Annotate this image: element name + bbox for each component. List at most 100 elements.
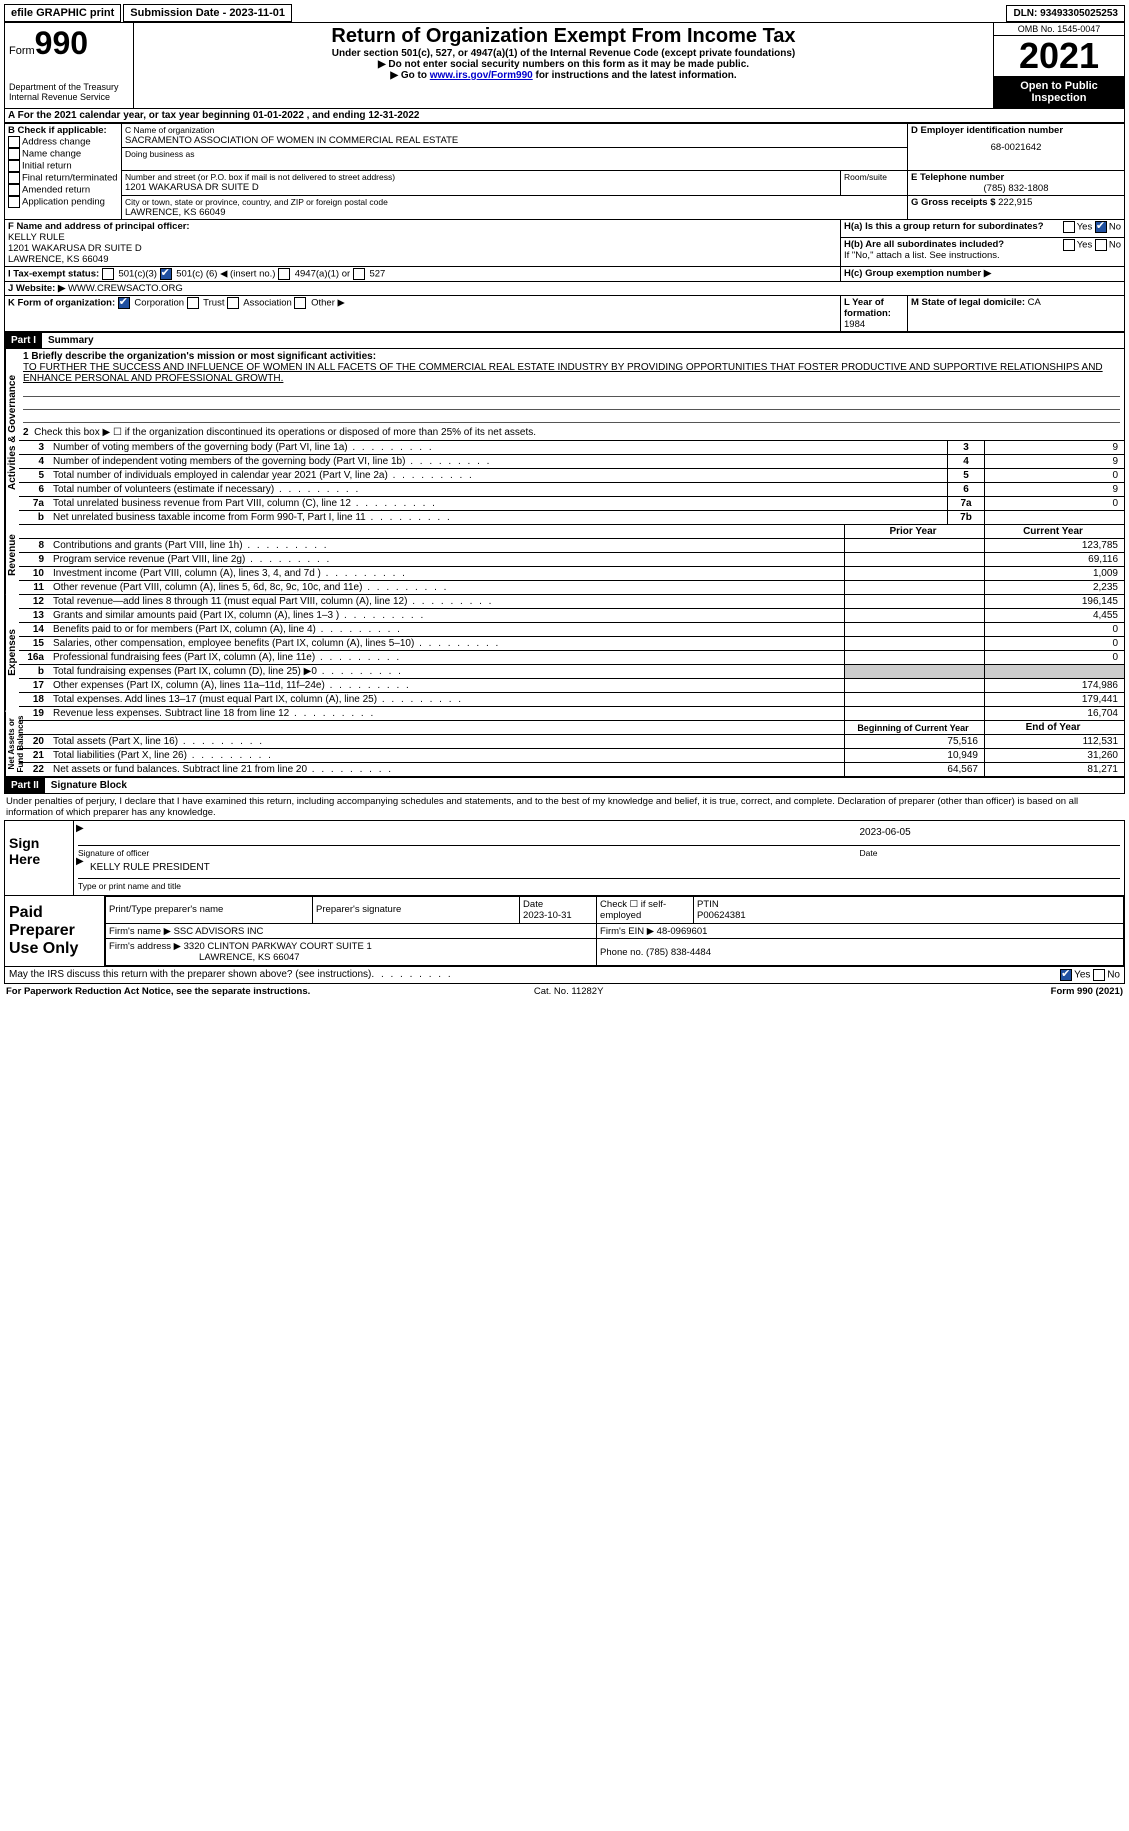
table-row: 8Contributions and grants (Part VIII, li… bbox=[19, 539, 1124, 553]
col-eoy: End of Year bbox=[985, 721, 1125, 735]
submission-box: Submission Date - 2023-11-01 bbox=[123, 4, 292, 22]
firm-addr2: LAWRENCE, KS 66047 bbox=[199, 952, 300, 963]
addr-label: Number and street (or P.O. box if mail i… bbox=[125, 172, 837, 182]
summary-top-table: 3Number of voting members of the governi… bbox=[19, 440, 1124, 524]
summary-rev-table: 8Contributions and grants (Part VIII, li… bbox=[19, 538, 1124, 608]
table-row: bNet unrelated business taxable income f… bbox=[19, 511, 1124, 525]
ck-527[interactable] bbox=[353, 268, 365, 280]
irs-label: Internal Revenue Service bbox=[9, 92, 129, 102]
table-row: 7aTotal unrelated business revenue from … bbox=[19, 497, 1124, 511]
year-formation: 1984 bbox=[844, 319, 865, 330]
org-name: SACRAMENTO ASSOCIATION OF WOMEN IN COMME… bbox=[125, 135, 904, 146]
discuss-row: May the IRS discuss this return with the… bbox=[4, 967, 1125, 984]
ck-address-change[interactable] bbox=[8, 136, 20, 148]
table-row: 3Number of voting members of the governi… bbox=[19, 441, 1124, 455]
table-row: 13Grants and similar amounts paid (Part … bbox=[19, 609, 1124, 623]
ha-label: H(a) Is this a group return for subordin… bbox=[844, 221, 1044, 232]
firm-name: SSC ADVISORS INC bbox=[174, 926, 264, 937]
hb-label: H(b) Are all subordinates included? bbox=[844, 239, 1004, 250]
box-l-label: L Year of formation: bbox=[844, 297, 891, 319]
city-label: City or town, state or province, country… bbox=[125, 197, 904, 207]
part2-badge: Part II bbox=[5, 778, 45, 793]
form-sub1: Under section 501(c), 527, or 4947(a)(1)… bbox=[138, 48, 989, 59]
state-domicile: CA bbox=[1028, 297, 1041, 308]
table-row: 22Net assets or fund balances. Subtract … bbox=[19, 763, 1124, 777]
hb-note: If "No," attach a list. See instructions… bbox=[844, 250, 1121, 261]
side-expenses: Expenses bbox=[5, 595, 19, 711]
line-a: A For the 2021 calendar year, or tax yea… bbox=[4, 109, 1125, 123]
q2-block: 2 Check this box ▶ ☐ if the organization… bbox=[19, 425, 1124, 440]
prep-name-hdr: Print/Type preparer's name bbox=[106, 897, 313, 924]
box-c-label: C Name of organization bbox=[125, 125, 904, 135]
page-footer: For Paperwork Reduction Act Notice, see … bbox=[4, 984, 1125, 999]
table-row: 14Benefits paid to or for members (Part … bbox=[19, 623, 1124, 637]
box-b-title: B Check if applicable: bbox=[8, 125, 118, 136]
discuss-q: May the IRS discuss this return with the… bbox=[9, 969, 371, 981]
summary-exp-table: 13Grants and similar amounts paid (Part … bbox=[19, 608, 1124, 720]
penalty-text: Under penalties of perjury, I declare th… bbox=[4, 794, 1125, 820]
box-g-label: G Gross receipts $ bbox=[911, 197, 995, 208]
ck-501c3[interactable] bbox=[102, 268, 114, 280]
q1-label: 1 Briefly describe the organization's mi… bbox=[23, 351, 1120, 362]
ck-name-change[interactable] bbox=[8, 148, 20, 160]
sig-name-line: ▶KELLY RULE PRESIDENT bbox=[78, 860, 1120, 879]
sig-officer-label: Signature of officer bbox=[78, 848, 860, 858]
ck-501c[interactable] bbox=[160, 268, 172, 280]
info-table: B Check if applicable: Address change Na… bbox=[4, 123, 1125, 332]
table-row: 10Investment income (Part VIII, column (… bbox=[19, 567, 1124, 581]
part1-header: Part I Summary bbox=[4, 332, 1125, 349]
open-public: Open to Public Inspection bbox=[994, 76, 1124, 108]
ck-discuss-no[interactable] bbox=[1093, 969, 1105, 981]
dba-label: Doing business as bbox=[125, 149, 904, 159]
box-m-label: M State of legal domicile: bbox=[911, 297, 1025, 308]
box-i-label: I Tax-exempt status: bbox=[8, 269, 99, 280]
table-row: 19Revenue less expenses. Subtract line 1… bbox=[19, 707, 1124, 721]
sig-date-line: 2023-06-05 bbox=[860, 827, 1121, 846]
tax-year: 2021 bbox=[994, 36, 1124, 76]
side-activities: Activities & Governance bbox=[5, 349, 19, 515]
ck-ha-yes[interactable] bbox=[1063, 221, 1075, 233]
part1-badge: Part I bbox=[5, 333, 42, 348]
ck-4947[interactable] bbox=[278, 268, 290, 280]
ck-final-return[interactable] bbox=[8, 172, 20, 184]
ck-hb-yes[interactable] bbox=[1063, 239, 1075, 251]
dln-box: DLN: 93493305025253 bbox=[1006, 5, 1125, 22]
ck-amended[interactable] bbox=[8, 184, 20, 196]
ck-assoc[interactable] bbox=[227, 297, 239, 309]
ck-ha-no[interactable] bbox=[1095, 221, 1107, 233]
box-k-label: K Form of organization: bbox=[8, 298, 115, 309]
ck-hb-no[interactable] bbox=[1095, 239, 1107, 251]
table-row: 4Number of independent voting members of… bbox=[19, 455, 1124, 469]
ck-other[interactable] bbox=[294, 297, 306, 309]
box-j-label: J Website: ▶ bbox=[8, 283, 65, 294]
q1-text: TO FURTHER THE SUCCESS AND INFLUENCE OF … bbox=[23, 362, 1120, 384]
sign-here-block: Sign Here ▶ Signature of officer 2023-06… bbox=[4, 820, 1125, 896]
part2-title: Signature Block bbox=[45, 778, 133, 793]
ck-initial-return[interactable] bbox=[8, 160, 20, 172]
col-prior-year: Prior Year bbox=[845, 525, 985, 539]
ptin-value: P00624381 bbox=[697, 910, 746, 921]
ck-discuss-yes[interactable] bbox=[1060, 969, 1072, 981]
addr-value: 1201 WAKARUSA DR SUITE D bbox=[125, 182, 837, 193]
table-row: 20Total assets (Part X, line 16)75,51611… bbox=[19, 735, 1124, 749]
prep-check-hdr: Check ☐ if self-employed bbox=[597, 897, 694, 924]
ck-app-pending[interactable] bbox=[8, 196, 20, 208]
table-row: 21Total liabilities (Part X, line 26)10,… bbox=[19, 749, 1124, 763]
side-netassets: Net Assets or Fund Balances bbox=[5, 711, 19, 776]
sig-name-label: Type or print name and title bbox=[78, 881, 1120, 891]
form-word: Form bbox=[9, 45, 35, 57]
officer-addr2: LAWRENCE, KS 66049 bbox=[8, 254, 837, 265]
sig-date-label: Date bbox=[860, 848, 1121, 858]
form990-link[interactable]: www.irs.gov/Form990 bbox=[430, 70, 533, 81]
col-boy: Beginning of Current Year bbox=[845, 721, 985, 735]
dept-treasury: Department of the Treasury bbox=[9, 82, 129, 92]
ck-corp[interactable] bbox=[118, 297, 130, 309]
box-e-label: E Telephone number bbox=[911, 172, 1121, 183]
firm-addr: 3320 CLINTON PARKWAY COURT SUITE 1 bbox=[184, 941, 372, 952]
ck-trust[interactable] bbox=[187, 297, 199, 309]
table-row: 15Salaries, other compensation, employee… bbox=[19, 637, 1124, 651]
form-title: Return of Organization Exempt From Incom… bbox=[138, 25, 989, 48]
top-bar: efile GRAPHIC print Submission Date - 20… bbox=[4, 4, 1125, 22]
paid-preparer-block: Paid Preparer Use Only Print/Type prepar… bbox=[4, 896, 1125, 967]
summary-net-table: 20Total assets (Part X, line 16)75,51611… bbox=[19, 734, 1124, 776]
